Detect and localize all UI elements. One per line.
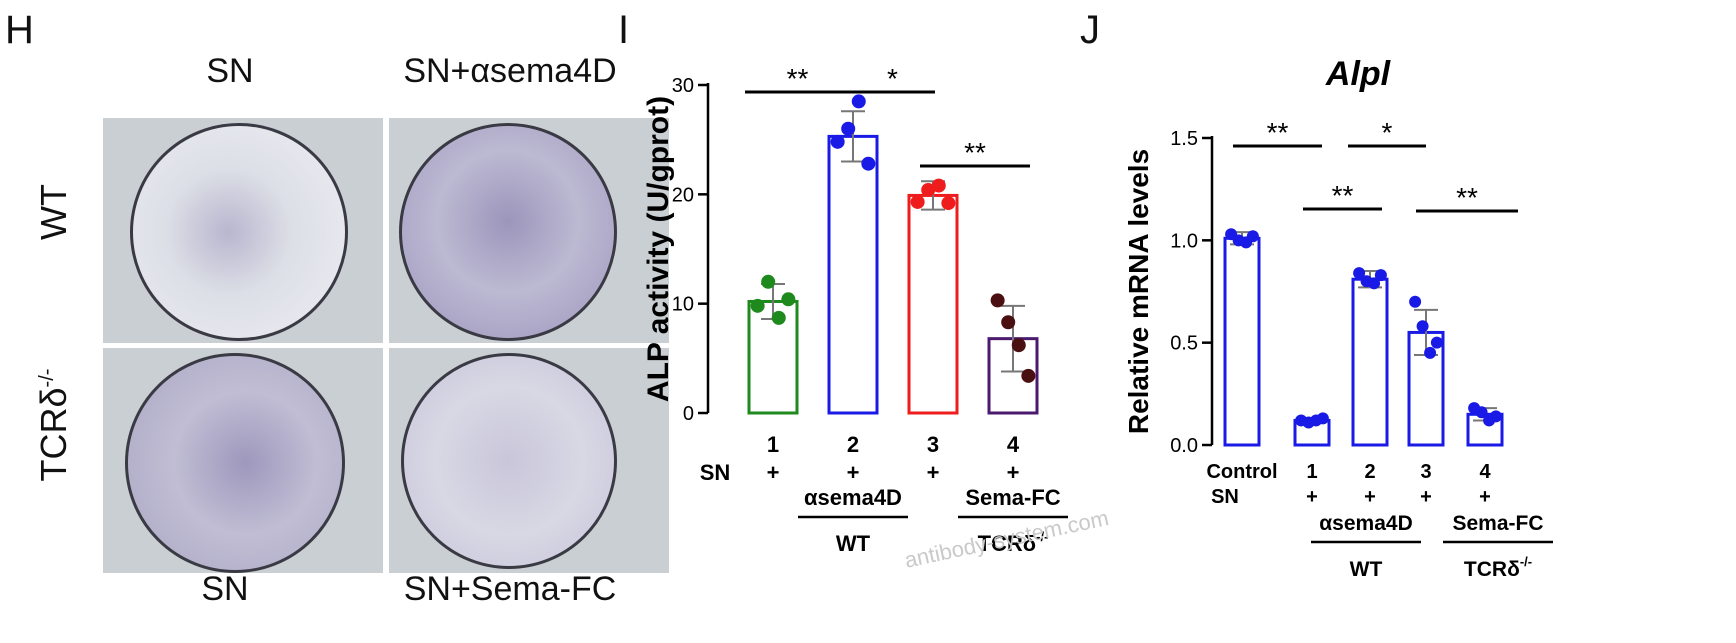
data-point: [841, 121, 856, 136]
group-label-bottom: TCRδ-/-: [1464, 554, 1532, 581]
data-point: [1489, 410, 1502, 423]
panel-i-letter: I: [618, 8, 630, 52]
data-point: [761, 274, 776, 289]
significance-label: **: [787, 63, 809, 94]
significance-label: *: [1382, 117, 1393, 148]
well-wt-sn: [103, 118, 383, 343]
sn-plus: +: [1479, 486, 1491, 508]
significance-label: **: [1456, 182, 1478, 213]
y-tick-label: 10: [672, 294, 694, 316]
y-tick-label: 0.0: [1170, 435, 1198, 457]
well-tcr-semafc: [389, 348, 669, 573]
data-point: [1316, 412, 1329, 425]
significance-label: **: [1267, 117, 1289, 148]
group-label-bottom: WT: [836, 531, 871, 556]
y-tick-label: 20: [672, 184, 694, 206]
y-tick-label: 1.0: [1170, 230, 1198, 252]
y-tick-label: 30: [672, 75, 694, 97]
significance-label: **: [964, 137, 986, 168]
sn-plus: +: [847, 460, 860, 485]
data-point: [1475, 406, 1488, 419]
sn-plus: +: [1420, 486, 1432, 508]
chart-j-alpl-mrna: 0.0 0.5 1.0 1.5 Relative mRNA levels Control 1…: [1123, 55, 1553, 581]
data-point: [1416, 320, 1429, 333]
group-label-top: Sema-FC: [1452, 512, 1543, 535]
significance-label: **: [1332, 180, 1354, 211]
y-axis-label: Relative mRNA levels: [1123, 149, 1154, 434]
group-label-top: αsema4D: [1319, 512, 1412, 535]
y-tick-label: 0: [683, 403, 694, 425]
data-point: [851, 94, 866, 109]
sn-plus: +: [1364, 486, 1376, 508]
significance-label: *: [887, 63, 898, 94]
bar: [827, 134, 879, 415]
data-point: [830, 134, 845, 149]
well-tcr-sn: [103, 348, 383, 573]
data-point: [1409, 295, 1422, 308]
sn-plus: +: [767, 460, 780, 485]
data-point: [941, 196, 956, 211]
data-point: [1353, 267, 1366, 280]
sn-plus: +: [1007, 460, 1020, 485]
sn-label: SN: [1211, 486, 1239, 508]
alp-staining-image-grid: [103, 118, 669, 573]
x-tick-label: 4: [1479, 461, 1491, 483]
group-label-top: αsema4D: [804, 485, 902, 510]
x-tick-label: 3: [1420, 461, 1431, 483]
x-tick-label: 2: [847, 432, 859, 457]
panel-j-letter: J: [1080, 8, 1100, 52]
chart-title: Alpl: [1325, 55, 1392, 93]
y-tick-label: 1.5: [1170, 128, 1198, 150]
x-tick-label: 2: [1364, 461, 1375, 483]
row-label-wt: WT: [33, 184, 74, 240]
col-title-sn-semafc: SN+Sema-FC: [403, 570, 617, 608]
well-wt-asema4d: [389, 118, 669, 343]
data-point: [1021, 368, 1036, 383]
data-point: [910, 194, 925, 209]
x-tick-label: 1: [1306, 461, 1317, 483]
bar: [1351, 277, 1389, 447]
panel-h-letter: H: [5, 8, 34, 52]
y-tick-label: 0.5: [1170, 333, 1198, 355]
data-point: [931, 178, 946, 193]
x-tick-label: 4: [1007, 432, 1020, 457]
data-point: [921, 182, 936, 197]
x-tick-label: Control: [1206, 461, 1277, 483]
data-point: [750, 298, 765, 313]
bar: [907, 193, 959, 415]
data-point: [771, 310, 786, 325]
col-title-sn-asema4d: SN+αsema4D: [403, 52, 617, 90]
sn-plus: +: [927, 460, 940, 485]
data-point: [781, 292, 796, 307]
sn-label: SN: [700, 460, 731, 485]
data-point: [1246, 230, 1259, 243]
bar: [1223, 236, 1261, 447]
row-label-tcr: TCRδ-/-: [33, 368, 74, 482]
sn-plus: +: [1306, 486, 1318, 508]
data-point: [990, 293, 1005, 308]
group-label-bottom: TCRδ-/-: [978, 529, 1049, 556]
data-point: [861, 156, 876, 171]
group-label-bottom: WT: [1350, 558, 1383, 581]
data-point: [1424, 346, 1437, 359]
group-label-top: Sema-FC: [965, 485, 1060, 510]
y-axis-label: ALP activity (U/gprot): [642, 96, 675, 402]
x-tick-label: 3: [927, 432, 939, 457]
x-tick-label: 1: [767, 432, 779, 457]
col-title-sn: SN: [206, 52, 254, 90]
col-title-bottom-sn: SN: [201, 570, 249, 608]
data-point: [1368, 277, 1381, 290]
data-point: [1001, 315, 1016, 330]
data-point: [1374, 269, 1387, 282]
data-point: [1011, 338, 1026, 353]
data-point: [1430, 336, 1443, 349]
